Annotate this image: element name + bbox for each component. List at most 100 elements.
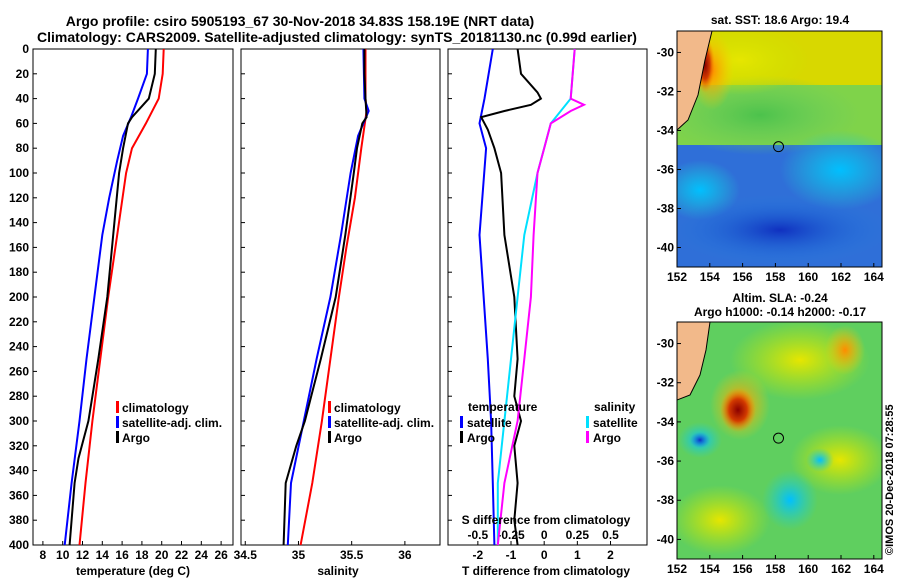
- lat-tick-label: -40: [657, 532, 675, 546]
- depth-tick-label: 340: [9, 464, 29, 478]
- depth-tick-label: 240: [9, 340, 29, 354]
- lat-tick-label: -32: [657, 376, 675, 390]
- legend-label-t-argo: Argo: [467, 431, 495, 445]
- lon-tick-label: 154: [700, 562, 720, 576]
- lat-tick-label: -30: [657, 337, 675, 351]
- depth-tick-label: 60: [16, 116, 30, 130]
- profile-title: Argo profile: csiro 5905193_67 30-Nov-20…: [66, 13, 534, 29]
- depth-tick-label: 360: [9, 488, 29, 502]
- depth-tick-label: 40: [16, 92, 30, 106]
- t-diff-tick-label: -2: [473, 548, 484, 562]
- legend-swatch-t-argo: [460, 431, 463, 443]
- lat-tick-label: -34: [657, 123, 675, 137]
- salinity-legend: climatology satellite-adj. clim. Argo: [328, 401, 434, 445]
- legend-label-argo: Argo: [122, 431, 150, 445]
- lon-tick-label: 164: [864, 270, 884, 284]
- lon-tick-label: 162: [831, 562, 851, 576]
- difference-line-t-satellite: [478, 48, 496, 546]
- sst-lat-ticks: -30 -32 -34 -36 -38 -40: [657, 45, 681, 254]
- temperature-tick-label: 12: [76, 548, 90, 562]
- legend-swatch-s-argo: [586, 431, 589, 443]
- lat-tick-label: -36: [657, 162, 675, 176]
- sla-map-title: Altim. SLA: -0.24: [732, 291, 828, 305]
- lat-tick-label: -38: [657, 493, 675, 507]
- legend-swatch-satellite: [328, 416, 331, 428]
- lat-tick-label: -30: [657, 45, 675, 59]
- t-diff-tick-label: -1: [506, 548, 517, 562]
- temperature-panel-frame: [32, 48, 234, 546]
- temperature-tick-label: 22: [175, 548, 189, 562]
- lon-tick-label: 164: [864, 562, 884, 576]
- lat-tick-label: -36: [657, 454, 675, 468]
- sla-map-subtitle: Argo h1000: -0.14 h2000: -0.17: [694, 305, 866, 319]
- temperature-tick-label: 14: [96, 548, 110, 562]
- depth-tick-label: 0: [22, 42, 29, 56]
- sla-lat-ticks: -30 -32 -34 -36 -38 -40: [657, 337, 681, 546]
- depth-tick-label: 180: [9, 265, 29, 279]
- salinity-panel-frame: [240, 48, 441, 546]
- salinity-line-climatology: [299, 49, 368, 546]
- legend-label-s-satellite: satellite: [593, 416, 638, 430]
- salinity-axis-ticks: 34.5 35 35.5 36: [234, 541, 412, 562]
- salinity-profiles: [282, 48, 370, 546]
- temperature-tick-label: 18: [135, 548, 149, 562]
- depth-tick-label: 160: [9, 240, 29, 254]
- legend-label-t-satellite: satellite: [467, 416, 512, 430]
- legend-swatch-argo: [328, 431, 331, 443]
- depth-tick-label: 400: [9, 538, 29, 552]
- depth-tick-label: 80: [16, 141, 30, 155]
- temperature-tick-label: 20: [155, 548, 169, 562]
- temperature-tick-label: 26: [214, 548, 228, 562]
- temperature-line-argo: [68, 48, 157, 546]
- temperature-tick-label: 16: [115, 548, 129, 562]
- sst-map-frame: [676, 30, 883, 268]
- depth-tick-label: 200: [9, 290, 29, 304]
- temperature-axis-ticks: 8 10 12 14 16 18 20 22 24 26: [40, 541, 228, 562]
- temperature-tick-label: 10: [56, 548, 70, 562]
- lat-tick-label: -34: [657, 415, 675, 429]
- depth-tick-label: 320: [9, 439, 29, 453]
- legend-swatch-satellite: [116, 416, 119, 428]
- depth-axis-ticks: 0 20 40 60 80 100 120 140 160 180 200 220 240 260 280 3…: [9, 42, 452, 552]
- depth-tick-label: 120: [9, 191, 29, 205]
- sst-lon-ticks: 152 154 156 158 160 162 164: [667, 263, 884, 284]
- t-diff-tick-label: 2: [607, 548, 614, 562]
- legend-label-climatology: climatology: [334, 401, 401, 415]
- lon-tick-label: 162: [831, 270, 851, 284]
- sst-map: [677, 31, 882, 267]
- t-diff-tick-label: 1: [574, 548, 581, 562]
- lon-tick-label: 156: [733, 270, 753, 284]
- lat-tick-label: -40: [657, 240, 675, 254]
- depth-tick-label: 100: [9, 166, 29, 180]
- difference-axis-ticks: -2 -1 0 1 2 -0.5 -0.25 0 0.25 0.5: [468, 528, 620, 562]
- depth-tick-label: 380: [9, 513, 29, 527]
- salinity-axis-label: salinity: [317, 564, 359, 578]
- sst-map-title: sat. SST: 18.6 Argo: 19.4: [711, 13, 850, 27]
- legend-swatch-climatology: [328, 401, 331, 413]
- difference-line-s-argo: [496, 48, 587, 546]
- argo-location-marker: [773, 141, 785, 153]
- temperature-tick-label: 8: [40, 548, 47, 562]
- salinity-line-argo: [282, 49, 368, 546]
- s-diff-tick-label: 0.25: [566, 528, 590, 542]
- temperature-profiles: [63, 48, 165, 546]
- legend-label-s-argo: Argo: [593, 431, 621, 445]
- difference-profiles: [478, 48, 587, 546]
- depth-tick-label: 140: [9, 216, 29, 230]
- argo-location-marker: [773, 432, 785, 444]
- lat-tick-label: -38: [657, 201, 675, 215]
- legend-label-argo: Argo: [334, 431, 362, 445]
- difference-legend: temperature salinity satellite Argo sate…: [460, 400, 638, 445]
- depth-tick-label: 260: [9, 364, 29, 378]
- t-diff-tick-label: 0: [541, 548, 548, 562]
- lon-tick-label: 158: [765, 270, 785, 284]
- legend-title-temperature: temperature: [468, 400, 538, 414]
- s-difference-axis-label: S difference from climatology: [462, 513, 631, 527]
- salinity-tick-label: 35: [292, 548, 306, 562]
- sla-map: [677, 322, 882, 559]
- lat-tick-label: -32: [657, 84, 675, 98]
- s-diff-tick-label: 0: [541, 528, 548, 542]
- s-diff-tick-label: 0.5: [602, 528, 619, 542]
- lon-tick-label: 154: [700, 270, 720, 284]
